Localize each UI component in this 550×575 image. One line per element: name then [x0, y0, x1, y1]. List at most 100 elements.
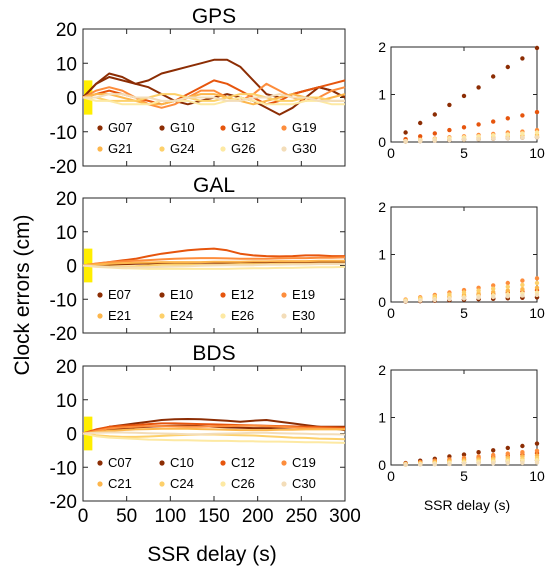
point-C10 [505, 445, 510, 451]
point-G26 [520, 131, 525, 136]
legend-label-C21: C21 [108, 476, 132, 491]
legend-label-G24: G24 [170, 141, 195, 156]
legend-marker-G24 [159, 146, 165, 152]
legend-marker-G12 [220, 125, 226, 131]
point-G10 [505, 64, 510, 70]
y-tick-label: -10 [50, 290, 77, 311]
x-tick-label: 0 [78, 506, 89, 527]
point-C30 [534, 460, 540, 465]
x-tick-label: 10 [529, 468, 545, 484]
point-G30 [418, 138, 423, 144]
point-C30 [432, 462, 437, 467]
y-tick-label: 1 [378, 87, 386, 103]
point-C30 [520, 460, 525, 466]
y-tick-label: 0 [66, 89, 77, 110]
point-E30 [403, 299, 408, 304]
y-tick-label: -10 [50, 123, 77, 144]
legend-label-C19: C19 [292, 455, 316, 470]
y-tick-label: 20 [56, 357, 77, 378]
legend-marker-G07 [97, 125, 103, 131]
axes-frame [390, 369, 538, 466]
point-E21 [505, 288, 510, 293]
x-tick-label: 100 [154, 506, 186, 527]
legend-marker-C10 [159, 460, 165, 466]
legend-label-E10: E10 [170, 287, 193, 302]
point-E24 [461, 290, 467, 295]
legend-label-G21: G21 [108, 141, 133, 156]
point-C10 [534, 441, 540, 446]
point-C30 [447, 461, 452, 467]
point-E24 [447, 292, 452, 297]
point-C19 [491, 452, 496, 458]
x-tick-label: 0 [387, 468, 395, 484]
x-tick-label: 150 [198, 506, 230, 527]
legend-label-C30: C30 [292, 476, 316, 491]
point-C10 [476, 450, 481, 455]
y-tick-label: 0 [378, 134, 386, 150]
point-E21 [491, 289, 496, 295]
point-G12 [447, 127, 452, 133]
x-tick-label: 10 [529, 145, 545, 161]
point-G12 [461, 125, 467, 130]
x-tick-label: 10 [529, 305, 545, 321]
legend-marker-G30 [281, 146, 287, 152]
legend-label-G12: G12 [231, 120, 256, 135]
series-line-G19 [82, 82, 346, 109]
point-E30 [505, 294, 510, 299]
series-line-G26 [82, 96, 345, 106]
legend-label-C10: C10 [170, 455, 194, 470]
y-tick-label: -20 [50, 157, 77, 178]
panel-title: BDS [192, 342, 235, 365]
series-line-C12 [82, 422, 346, 435]
axes-frame [390, 206, 538, 303]
point-C30 [461, 461, 467, 466]
point-G30 [403, 139, 408, 144]
legend-label-C26: C26 [231, 476, 255, 491]
x-axis-label-right: SSR delay (s) [424, 497, 510, 513]
point-G30 [505, 136, 510, 141]
legend-label-E12: E12 [231, 287, 254, 302]
legend-label-C12: C12 [231, 455, 255, 470]
point-E30 [491, 294, 496, 300]
series-line-E12 [82, 247, 345, 267]
point-C30 [491, 461, 496, 466]
series-line-C30 [82, 431, 346, 436]
point-G30 [476, 137, 481, 142]
point-G26 [491, 133, 496, 138]
y-tick-label: 1 [378, 247, 386, 263]
point-G12 [505, 116, 510, 121]
x-tick-label: 5 [460, 468, 468, 484]
legend-label-G07: G07 [108, 120, 133, 135]
point-G12 [418, 134, 423, 139]
point-G30 [491, 136, 496, 141]
x-tick-label: 0 [387, 305, 395, 321]
series-line-G21 [82, 93, 346, 106]
series-line-G24 [83, 93, 345, 102]
point-G10 [432, 112, 437, 117]
legend-label-E19: E19 [292, 287, 315, 302]
y-tick-label: 0 [378, 294, 386, 310]
series-line-E30 [82, 263, 345, 269]
point-E30 [432, 297, 437, 303]
point-G30 [432, 138, 437, 143]
point-G12 [491, 119, 496, 124]
x-tick-label: 0 [387, 145, 395, 161]
legend-marker-G21 [97, 146, 103, 152]
legend-label-E26: E26 [231, 308, 254, 323]
y-tick-label: 20 [56, 20, 77, 41]
legend-label-G30: G30 [292, 141, 317, 156]
point-E30 [476, 295, 481, 300]
panel-title: GPS [192, 5, 236, 28]
legend-marker-E24 [159, 313, 165, 319]
point-G26 [534, 130, 540, 135]
legend-marker-G10 [159, 125, 165, 131]
point-G12 [520, 113, 525, 118]
legend-marker-E26 [220, 313, 226, 319]
panel-1: 20 10 0 -10 -20 GAL E07 E10 E12 E19 E21 E24 E26 E30 [50, 174, 346, 345]
legend-marker-C24 [159, 481, 165, 487]
legend-label-E24: E24 [170, 308, 193, 323]
point-G10 [447, 102, 452, 108]
